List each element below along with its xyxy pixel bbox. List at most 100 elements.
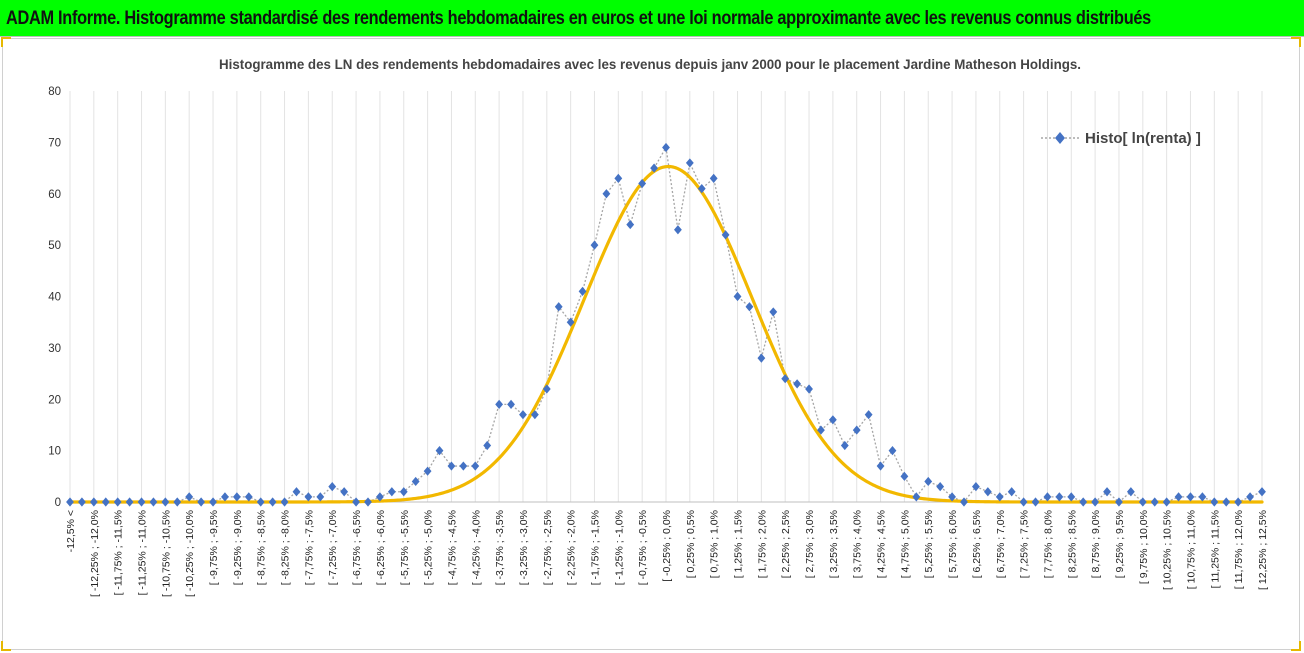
- data-point: [972, 481, 980, 492]
- x-tick-label: [ -0,75% ; -0,5%: [637, 510, 649, 585]
- legend-label: Histo[ ln(renta) ]: [1085, 130, 1201, 147]
- data-point: [1234, 497, 1243, 507]
- data-point: [697, 184, 706, 194]
- y-axis: 0 10 20 30 40 50 60 70 80: [48, 86, 61, 509]
- x-tick-label: [ -10,75% ; -10,5%: [160, 510, 172, 597]
- data-point: [817, 425, 825, 435]
- x-tick-label: [ -4,75% ; -4,5%: [446, 510, 458, 585]
- data-point: [590, 240, 599, 250]
- x-tick-label: [ -0,25% ; 0,0%: [661, 510, 673, 582]
- data-point: [530, 410, 539, 420]
- data-point: [232, 492, 241, 502]
- x-tick-label: [ -2,75% ; -2,5%: [542, 510, 554, 585]
- x-tick-label: [ 2,75% ; 3,0%: [804, 510, 816, 578]
- x-tick-label: [ -5,75% ; -5,5%: [399, 510, 411, 585]
- data-point: [793, 379, 802, 389]
- data-point: [137, 497, 146, 507]
- data-point: [1174, 492, 1183, 502]
- data-point: [304, 492, 313, 502]
- x-tick-label: [ -11,25% ; -11,0%: [137, 510, 149, 595]
- x-tick-label: [ 8,25% ; 8,5%: [1066, 510, 1078, 578]
- data-point: [1091, 497, 1100, 507]
- data-point: [626, 219, 635, 230]
- x-tick-label: [ -1,25% ; -1,0%: [613, 510, 625, 585]
- y-tick-label: 20: [48, 394, 61, 406]
- data-point: [101, 497, 110, 507]
- y-tick-label: 0: [55, 497, 61, 509]
- frame-corner-handle: [1, 37, 11, 47]
- data-point: [66, 497, 74, 507]
- data-point: [912, 492, 921, 502]
- data-point: [244, 492, 253, 502]
- data-point: [1246, 492, 1254, 502]
- data-point: [113, 497, 122, 507]
- x-tick-label: [ -3,75% ; -3,5%: [494, 510, 506, 585]
- data-point: [447, 461, 456, 471]
- x-tick-label: [ -9,75% ; -9,5%: [208, 510, 220, 585]
- chart-title: Histogramme des LN des rendements hebdom…: [219, 56, 1081, 72]
- x-tick-label: [ -3,25% ; -3,0%: [518, 510, 530, 585]
- legend-diamond-marker: [1055, 132, 1065, 144]
- data-point: [340, 487, 349, 497]
- data-point: [1103, 487, 1111, 497]
- data-point: [1019, 497, 1028, 507]
- report-title: ADAM Informe. Histogramme standardisé de…: [6, 8, 1151, 29]
- x-tick-label: [ 5,75% ; 6,0%: [947, 510, 959, 578]
- data-point: [578, 286, 587, 296]
- data-point: [78, 497, 86, 507]
- data-point: [1186, 492, 1195, 502]
- x-tick-label: [ 2,25% ; 2,5%: [780, 510, 792, 578]
- x-tick-label: [ -4,25% ; -4,0%: [470, 510, 482, 585]
- x-tick-label: [ -11,75% ; -11,5%: [113, 510, 125, 595]
- x-tick-label: [ 0,75% ; 1,0%: [709, 510, 721, 578]
- data-point: [876, 461, 885, 471]
- data-point: [268, 497, 277, 507]
- data-point: [507, 399, 515, 409]
- x-tick-label: [ 5,25% ; 5,5%: [923, 510, 935, 578]
- data-point: [852, 425, 861, 435]
- data-point: [376, 492, 384, 502]
- data-point: [709, 173, 718, 183]
- data-point: [423, 466, 432, 476]
- data-point: [221, 492, 229, 502]
- data-point: [471, 461, 480, 471]
- x-tick-label: [ -1,75% ; -1,5%: [589, 510, 601, 585]
- data-point: [602, 189, 611, 199]
- y-tick-label: 60: [48, 189, 61, 201]
- x-tick-label: [ 11,25% ; 11,5%: [1209, 510, 1221, 588]
- data-point: [1150, 497, 1159, 507]
- data-point: [483, 440, 492, 451]
- x-tick-label: [ 4,75% ; 5,0%: [899, 510, 911, 578]
- data-point: [185, 492, 194, 502]
- data-point: [89, 497, 98, 507]
- x-tick-label: [ 7,25% ; 7,5%: [1019, 510, 1031, 578]
- data-point: [542, 384, 551, 394]
- x-tick-label: [ 3,25% ; 3,5%: [828, 510, 840, 578]
- x-tick-label: [ 1,25% ; 1,5%: [733, 510, 745, 578]
- x-tick-label: [ -7,75% ; -7,5%: [303, 510, 315, 585]
- x-tick-label: [ 10,25% ; 10,5%: [1162, 510, 1174, 590]
- data-point: [983, 487, 992, 497]
- y-tick-label: 70: [48, 137, 61, 149]
- data-point: [1222, 497, 1231, 507]
- x-tick-label: [ 6,25% ; 6,5%: [971, 510, 983, 578]
- data-point: [1126, 487, 1135, 497]
- data-point: [1210, 497, 1219, 507]
- data-point: [1067, 492, 1076, 502]
- data-point: [280, 497, 289, 507]
- data-point: [960, 497, 968, 507]
- x-tick-label: [ 6,75% ; 7,0%: [995, 510, 1007, 578]
- x-tick-label: [ 11,75% ; 12,0%: [1233, 510, 1245, 589]
- data-point: [352, 497, 360, 507]
- data-point: [328, 481, 337, 492]
- data-point: [662, 142, 670, 153]
- data-point: [936, 481, 945, 492]
- data-point: [173, 497, 182, 507]
- data-point: [828, 415, 837, 425]
- x-tick-label: [ -8,75% ; -8,5%: [256, 510, 268, 585]
- x-tick-label: [ 1,75% ; 2,0%: [756, 510, 768, 578]
- data-point: [888, 446, 897, 456]
- chart-grid: [69, 91, 1263, 503]
- data-point: [149, 497, 158, 507]
